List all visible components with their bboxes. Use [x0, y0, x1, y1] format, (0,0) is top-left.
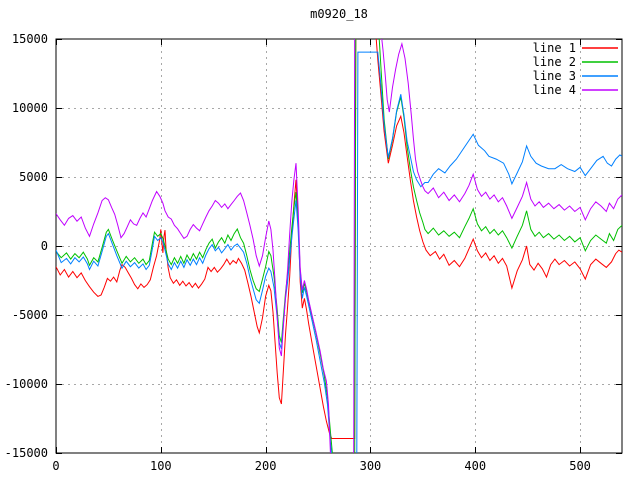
- legend-label: line 3: [533, 69, 576, 83]
- x-tick-labels: 0 100 200 300 400 500: [52, 459, 591, 473]
- x-tick-label: 0: [52, 459, 59, 473]
- series-lines: [56, 39, 622, 453]
- y-tick-label: 0: [41, 239, 48, 253]
- x-tick-label: 200: [255, 459, 277, 473]
- y-tick-label: 5000: [19, 170, 48, 184]
- series-line-1: [56, 39, 622, 439]
- gridlines: [56, 39, 622, 453]
- y-tick-label: -5000: [12, 308, 48, 322]
- series-line-3: [56, 51, 622, 453]
- x-tick-label: 100: [150, 459, 172, 473]
- chart-title: m0920_18: [310, 7, 368, 21]
- x-tick-label: 300: [360, 459, 382, 473]
- axis-ticks: [56, 39, 622, 454]
- series-line-4: [56, 39, 622, 453]
- y-tick-label: -15000: [5, 446, 48, 460]
- legend-label: line 1: [533, 41, 576, 55]
- y-tick-labels: -15000 -10000 -5000 0 5000 10000 15000: [5, 32, 48, 460]
- y-tick-label: 10000: [12, 101, 48, 115]
- x-tick-label: 400: [464, 459, 486, 473]
- y-tick-label: -10000: [5, 377, 48, 391]
- legend-label: line 4: [533, 83, 576, 97]
- legend-label: line 2: [533, 55, 576, 69]
- series-line-2: [56, 39, 622, 453]
- x-tick-label: 500: [569, 459, 591, 473]
- y-tick-label: 15000: [12, 32, 48, 46]
